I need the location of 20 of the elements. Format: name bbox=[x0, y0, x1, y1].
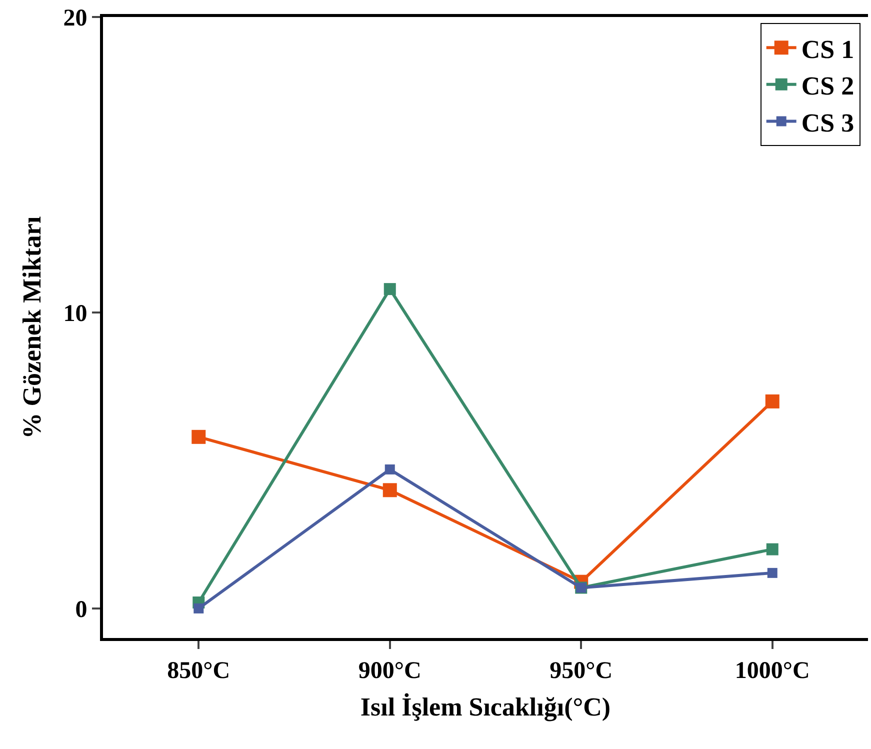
point bbox=[192, 430, 206, 444]
x-tick-label: 1000°C bbox=[734, 658, 810, 684]
x-axis-title: Isıl İşlem Sıcaklığı(°C) bbox=[360, 692, 611, 722]
x-tick-label: 850°C bbox=[167, 658, 230, 684]
point bbox=[766, 543, 778, 556]
y-tick-label: 10 bbox=[63, 301, 88, 328]
point bbox=[767, 568, 778, 578]
point bbox=[194, 603, 204, 614]
legend-label: CS 2 bbox=[801, 72, 854, 101]
x-tick-label: 950°C bbox=[550, 658, 613, 684]
legend-label: CS 1 bbox=[801, 34, 854, 64]
y-tick-label: 20 bbox=[63, 5, 88, 32]
legend-label: CS 3 bbox=[801, 108, 854, 138]
point bbox=[384, 283, 396, 296]
point bbox=[384, 464, 395, 474]
x-tick-label: 900°C bbox=[358, 658, 422, 684]
y-axis-title: % Gözenek Miktarı bbox=[18, 216, 47, 439]
y-tick-label: 0 bbox=[75, 596, 88, 623]
point bbox=[382, 483, 397, 498]
point bbox=[765, 394, 780, 408]
